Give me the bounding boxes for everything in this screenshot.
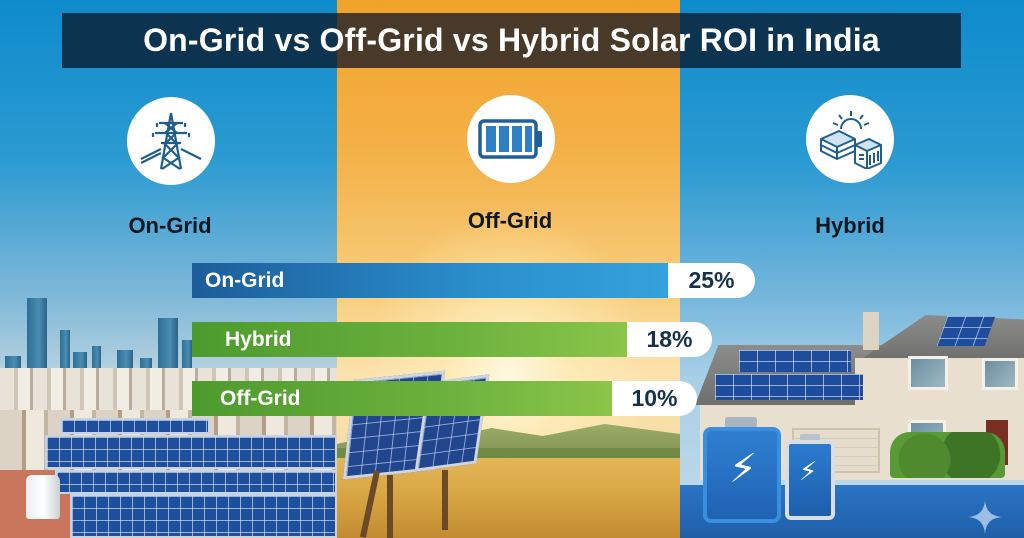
on-grid-icon-badge [127,97,215,185]
bar-on-grid: On-Grid 25% [192,263,755,298]
lightning-bolt-icon: ⚡ [799,456,818,486]
column-label-on-grid: On-Grid [128,213,212,238]
bar-value-badge: 10% [612,381,697,416]
bar-label: Off-Grid [220,386,301,410]
solar-battery-storage-icon [820,111,882,169]
title-banner: On-Grid vs Off-Grid vs Hybrid Solar ROI … [62,13,961,68]
hybrid-icon-badge [806,95,894,183]
large-battery-icon: ⚡ [703,427,781,523]
column-label-off-grid: Off-Grid [467,208,553,233]
bar-label: Hybrid [225,327,292,351]
chimney [863,312,879,350]
bar-fill-off-grid: Off-Grid [192,381,612,416]
bar-hybrid: Hybrid 18% [192,322,712,357]
small-battery-icon: ⚡ [785,440,835,520]
column-label-hybrid: Hybrid [815,213,885,238]
lightning-bolt-icon: ⚡ [729,447,758,491]
bar-label: On-Grid [205,268,285,292]
bar-value-badge: 18% [627,322,712,357]
roof-solar-panels [739,350,851,372]
sparkle-icon [968,500,1002,534]
bar-value-badge: 25% [668,263,755,298]
off-grid-icon-badge [467,95,555,183]
battery-icon [478,119,542,159]
water-tank [26,475,60,519]
page-title: On-Grid vs Off-Grid vs Hybrid Solar ROI … [143,22,880,58]
bar-off-grid: Off-Grid 10% [192,381,697,416]
bar-fill-on-grid: On-Grid [192,263,668,298]
transmission-tower-icon [140,112,202,170]
bar-fill-hybrid: Hybrid [192,322,627,357]
